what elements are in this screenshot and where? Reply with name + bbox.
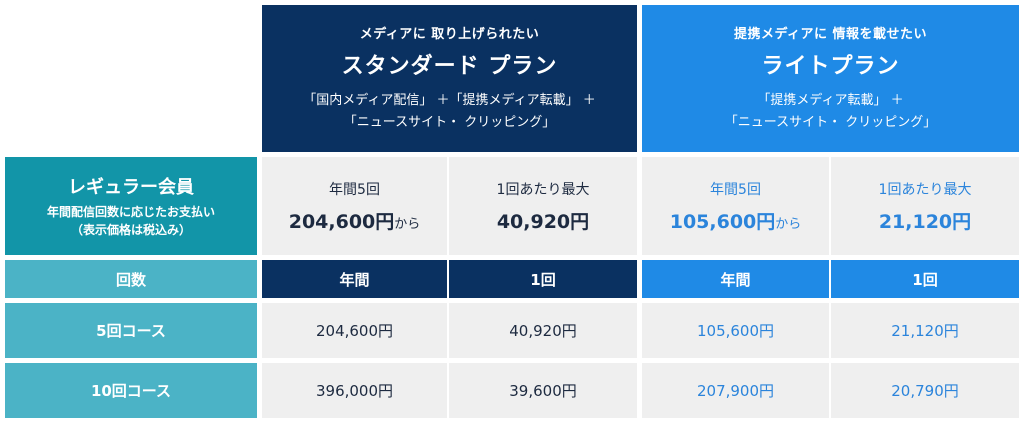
light-year-suffix: から bbox=[775, 216, 802, 232]
row-5-standard-year: 204,600円 bbox=[262, 303, 447, 358]
row-10-light-once: 20,790円 bbox=[831, 363, 1019, 418]
row-10-light-year: 207,900円 bbox=[642, 363, 829, 418]
light-year-price-line: 105,600円から bbox=[670, 207, 802, 234]
light-plan-title: ライトプラン bbox=[761, 54, 900, 79]
standard-year-header: 年間 bbox=[262, 260, 447, 298]
light-plan-header: 提携メディアに 情報を載せたい ライトプラン 「提携メディア転載」 ＋ 「ニュー… bbox=[642, 5, 1019, 152]
row-5-light-year: 105,600円 bbox=[642, 303, 829, 358]
light-once-summary: 1回あたり最大 21,120円 bbox=[831, 157, 1019, 255]
light-once-header: 1回 bbox=[831, 260, 1019, 298]
row-10-standard-year: 396,000円 bbox=[262, 363, 447, 418]
row-5-light-once: 21,120円 bbox=[831, 303, 1019, 358]
standard-plan-description: 「国内メディア配信」 ＋「提携メディア転載」 ＋ 「ニュースサイト・ クリッピン… bbox=[303, 93, 596, 130]
standard-once-price: 40,920円 bbox=[496, 210, 590, 233]
standard-plan-title: スタンダード プラン bbox=[341, 54, 558, 79]
regular-member-cell: レギュラー会員 年間配信回数に応じたお支払い （表示価格は税込み） bbox=[5, 157, 257, 255]
light-year-label: 年間5回 bbox=[710, 181, 761, 198]
standard-plan-subtitle: メディアに 取り上げられたい bbox=[359, 27, 540, 42]
light-plan-subtitle: 提携メディアに 情報を載せたい bbox=[733, 27, 928, 42]
row-5-label: 5回コース bbox=[5, 303, 257, 358]
standard-once-header: 1回 bbox=[449, 260, 637, 298]
light-year-summary: 年間5回 105,600円から bbox=[642, 157, 829, 255]
standard-year-price: 204,600円 bbox=[288, 210, 395, 233]
standard-year-label: 年間5回 bbox=[329, 181, 380, 198]
standard-year-summary: 年間5回 204,600円から bbox=[262, 157, 447, 255]
regular-member-title: レギュラー会員 bbox=[68, 177, 194, 198]
row-10-label: 10回コース bbox=[5, 363, 257, 418]
light-once-price: 21,120円 bbox=[878, 210, 972, 233]
light-plan-description: 「提携メディア転載」 ＋ 「ニュースサイト・ クリッピング」 bbox=[724, 93, 937, 130]
regular-member-description: 年間配信回数に応じたお支払い （表示価格は税込み） bbox=[46, 205, 215, 237]
light-year-price: 105,600円 bbox=[669, 210, 776, 233]
standard-plan-header: メディアに 取り上げられたい スタンダード プラン 「国内メディア配信」 ＋「提… bbox=[262, 5, 637, 152]
standard-year-price-line: 204,600円から bbox=[289, 207, 421, 234]
row-10-standard-once: 39,600円 bbox=[449, 363, 637, 418]
light-year-header: 年間 bbox=[642, 260, 829, 298]
standard-once-label: 1回あたり最大 bbox=[496, 181, 590, 198]
standard-year-suffix: から bbox=[394, 216, 421, 232]
count-header: 回数 bbox=[5, 260, 257, 298]
standard-once-summary: 1回あたり最大 40,920円 bbox=[449, 157, 637, 255]
light-once-label: 1回あたり最大 bbox=[878, 181, 972, 198]
row-5-standard-once: 40,920円 bbox=[449, 303, 637, 358]
